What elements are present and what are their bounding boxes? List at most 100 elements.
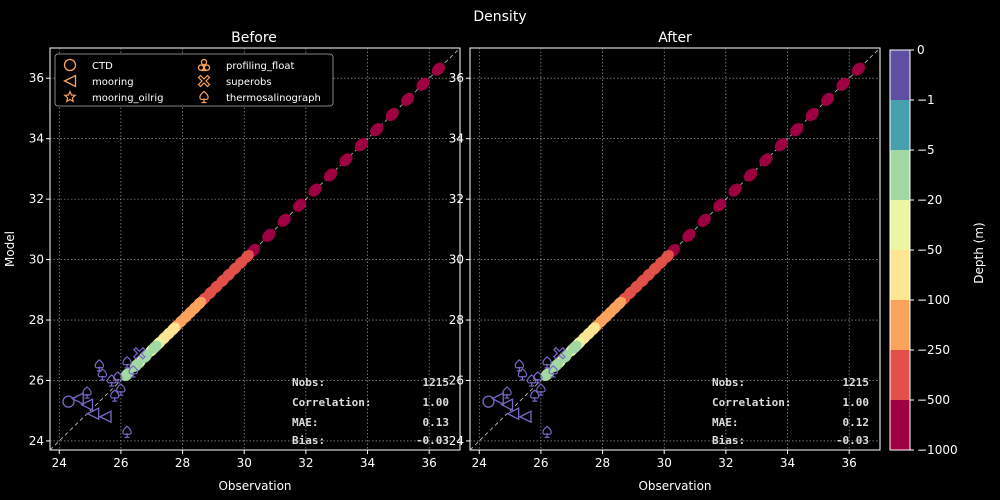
legend-label: profiling_float (226, 61, 294, 72)
y-tick-label: 32 (29, 192, 44, 206)
colorbar-segment (890, 400, 910, 451)
colorbar-tick-label: −50 (917, 243, 942, 257)
data-point (836, 77, 850, 91)
colorbar-tick-label: −1 (917, 93, 935, 107)
data-point-purple (500, 398, 514, 412)
stat-mae-value: 0.12 (843, 416, 870, 429)
colorbar-tick-label: −100 (917, 293, 950, 307)
x-tick-label: 26 (533, 456, 548, 470)
stat-bias-value: -0.03 (836, 434, 869, 447)
data-point-purple (536, 383, 546, 396)
data-point-purple (542, 356, 552, 369)
x-tick-label: 36 (842, 456, 857, 470)
legend-label: CTD (92, 61, 113, 72)
data-point-purple (70, 392, 84, 406)
data-point (660, 249, 674, 264)
data-point-purple (86, 407, 100, 421)
data-point-purple (518, 410, 532, 424)
x-tick-label: 36 (422, 456, 437, 470)
star-icon (63, 89, 77, 103)
stat-corr-value: 1.00 (423, 396, 450, 409)
figure-title: Density (473, 9, 526, 25)
y-tick-label: 36 (449, 71, 464, 85)
y-tick-label: 30 (29, 253, 44, 267)
data-point (851, 62, 866, 76)
data-point-purple (97, 368, 108, 381)
data-point (401, 92, 415, 106)
triangle-left-icon (63, 74, 77, 88)
data-point (713, 198, 727, 212)
data-point-purple (482, 395, 495, 408)
y-tick-label: 26 (29, 373, 44, 387)
x-tick-label: 34 (780, 456, 795, 470)
stat-bias-label: Bias: (292, 434, 325, 447)
y-tick-label: 26 (449, 373, 464, 387)
stat-nobs-label: Nobs: (292, 376, 325, 389)
legend-label: superobs (226, 77, 272, 88)
y-tick-label: 28 (449, 313, 464, 327)
data-point (308, 183, 322, 197)
data-point (354, 138, 368, 152)
data-point-purple (506, 407, 520, 421)
stats-after: Nobs: 1215 Correlation: 1.00 MAE: 0.12 B… (712, 376, 869, 447)
data-point (805, 107, 819, 122)
stat-nobs-label: Nobs: (712, 376, 745, 389)
data-point (323, 168, 338, 182)
colorbar-tick-label: −500 (917, 393, 950, 407)
legend-label: mooring (92, 77, 134, 88)
data-point-purple (113, 371, 123, 384)
data-point (370, 123, 384, 137)
legend-box (54, 53, 334, 107)
data-point (240, 249, 254, 264)
data-point (339, 153, 353, 167)
data-point (728, 183, 742, 197)
data-point-purple (82, 386, 92, 399)
legend-label: thermosalinograph (226, 93, 321, 104)
panel-after-xlabel: Observation (638, 479, 711, 493)
y-tick-label: 24 (29, 434, 44, 448)
colorbar-tick-label: 0 (917, 43, 925, 57)
colorbar-segment (890, 300, 910, 351)
panel-before-ylabel: Model (3, 231, 17, 267)
data-point-purple (542, 425, 552, 438)
data-point-purple (122, 356, 132, 369)
spade-icon (199, 90, 209, 104)
data-point (293, 198, 307, 212)
data-point (166, 322, 180, 336)
data-point (277, 213, 291, 227)
panel-after-title: After (658, 30, 692, 46)
x-tick-label: 28 (595, 456, 610, 470)
panel-after: After 24 26 28 30 32 34 36 24 26 28 30 32 34 36 Obser… (449, 30, 881, 493)
colorbar-segment (890, 150, 910, 201)
panel-before-plot: 24 26 28 30 32 34 36 24 26 28 30 32 34 36 (29, 47, 461, 470)
y-tick-label: 36 (29, 71, 44, 85)
data-point-purple (502, 386, 512, 399)
colorbar-segment (890, 250, 910, 301)
stat-mae-label: MAE: (292, 416, 319, 429)
colorbar-label: Depth (m) (972, 222, 986, 283)
colorbar-tick-label: −20 (917, 193, 942, 207)
stat-nobs-value: 1215 (423, 376, 450, 389)
stat-mae-label: MAE: (712, 416, 739, 429)
y-tick-label: 28 (29, 313, 44, 327)
colorbar-segment (890, 350, 910, 401)
club-icon (197, 58, 211, 72)
data-point-purple (80, 398, 94, 412)
circle-icon (63, 58, 77, 72)
data-point-purple (122, 425, 132, 438)
x-tick-label: 30 (237, 456, 252, 470)
x-icon (197, 74, 211, 88)
stat-mae-value: 0.13 (423, 416, 450, 429)
data-point-purple (98, 410, 112, 424)
data-point (416, 77, 430, 91)
data-point-purple (62, 395, 75, 408)
x-tick-label: 24 (52, 456, 67, 470)
data-point-purple (517, 368, 528, 381)
colorbar-tick-label: −5 (917, 143, 935, 157)
panel-before: Before 24 26 28 30 32 34 36 24 26 28 30 32 34 36 Obse… (3, 30, 461, 493)
data-point (774, 138, 788, 152)
data-point-purple (553, 346, 566, 360)
data-point (568, 340, 582, 354)
x-tick-label: 30 (657, 456, 672, 470)
